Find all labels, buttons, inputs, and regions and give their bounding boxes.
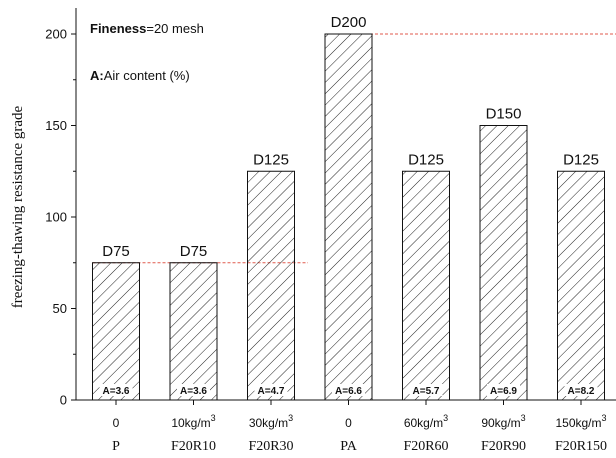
air-content-label-bg: [487, 384, 520, 396]
bar-value-label: D125: [253, 151, 289, 168]
bar-group: A=5.7 D125: [402, 151, 450, 401]
x-tick-label-top: 60kg/m3: [404, 413, 448, 430]
bar: [247, 170, 295, 401]
air-content-label-bg: [99, 384, 133, 396]
y-tick-label: 50: [53, 301, 67, 316]
fineness-value: =20 mesh: [146, 21, 203, 36]
y-axis-label: freezing-thawing resistance grade: [10, 105, 26, 308]
bar-value-label: D125: [408, 151, 444, 168]
air-content-label: A=5.7: [413, 386, 440, 397]
bar-value-label: D150: [486, 106, 522, 123]
x-tick-label-top: 30kg/m3: [249, 413, 293, 430]
x-tick-label-bottom: F20R30: [248, 439, 293, 454]
bar-group: A=6.6 D200: [324, 14, 373, 401]
bar: [557, 170, 605, 401]
bar-group: A=6.9 D150: [479, 106, 528, 401]
axes: 0 50 100 150 200 0 P 10kg/m3 F20R10 30kg/m3 F20R30…: [45, 8, 616, 454]
y-tick-label: 150: [45, 118, 67, 133]
air-content-label-bg: [332, 384, 365, 396]
x-tick-label-top: 0: [113, 416, 120, 430]
bar: [169, 262, 218, 401]
air-content-label-bg: [254, 384, 288, 396]
x-tick-label-bottom: F20R60: [403, 439, 448, 454]
air-content-label: A=4.7: [258, 386, 285, 397]
air-content-label: A=6.6: [335, 386, 362, 397]
x-tick-label-bottom: F20R150: [555, 439, 607, 454]
y-tick-label: 200: [45, 27, 67, 42]
x-tick-label-bottom: PA: [340, 439, 358, 454]
air-content-desc: Air content (%): [104, 68, 190, 83]
bar-group: A=8.2 D125: [557, 151, 605, 401]
x-tick-label-bottom: F20R90: [481, 439, 526, 454]
bar-value-label: D200: [331, 14, 367, 31]
air-content-label-bg: [564, 384, 598, 396]
x-tick-label-top: 10kg/m3: [171, 413, 215, 430]
x-tick-label-top: 90kg/m3: [481, 413, 525, 430]
air-content-label: A=8.2: [568, 386, 595, 397]
bar-group: A=3.6 D75: [169, 243, 218, 401]
air-content-label: A=3.6: [180, 386, 207, 397]
bar-value-label: D75: [180, 243, 208, 260]
y-tick-label: 100: [45, 210, 67, 225]
air-content-label: A=6.9: [490, 386, 517, 397]
bar-value-label: D125: [563, 151, 599, 168]
svg-text:A:Air content (%): A:Air content (%): [90, 68, 190, 83]
bar-group: A=3.6 D75: [92, 243, 140, 401]
bar: [402, 170, 450, 401]
air-content-key: A:: [90, 68, 104, 83]
air-content-label: A=3.6: [103, 386, 130, 397]
bar: [479, 125, 528, 401]
fineness-label: Fineness: [90, 21, 146, 36]
bar-group: A=4.7 D125: [247, 151, 295, 401]
x-tick-label-top: 0: [345, 416, 352, 430]
bar-value-label: D75: [102, 243, 130, 260]
y-tick-label: 0: [60, 393, 67, 408]
legend-annotation: Fineness=20 mesh A:Air content (%): [90, 21, 204, 83]
x-tick-label-top: 150kg/m3: [555, 413, 606, 430]
air-content-label-bg: [177, 384, 210, 396]
bar: [324, 33, 373, 401]
bar: [92, 262, 140, 401]
x-tick-label-bottom: F20R10: [171, 439, 216, 454]
x-tick-label-bottom: P: [112, 439, 120, 454]
bars-group: A=3.6 D75 A=3.6 D75 A=4.7 D125 A=6.6 D200 A=5.7 D…: [92, 14, 605, 401]
air-content-label-bg: [409, 384, 443, 396]
svg-text:Fineness=20 mesh: Fineness=20 mesh: [90, 21, 204, 36]
